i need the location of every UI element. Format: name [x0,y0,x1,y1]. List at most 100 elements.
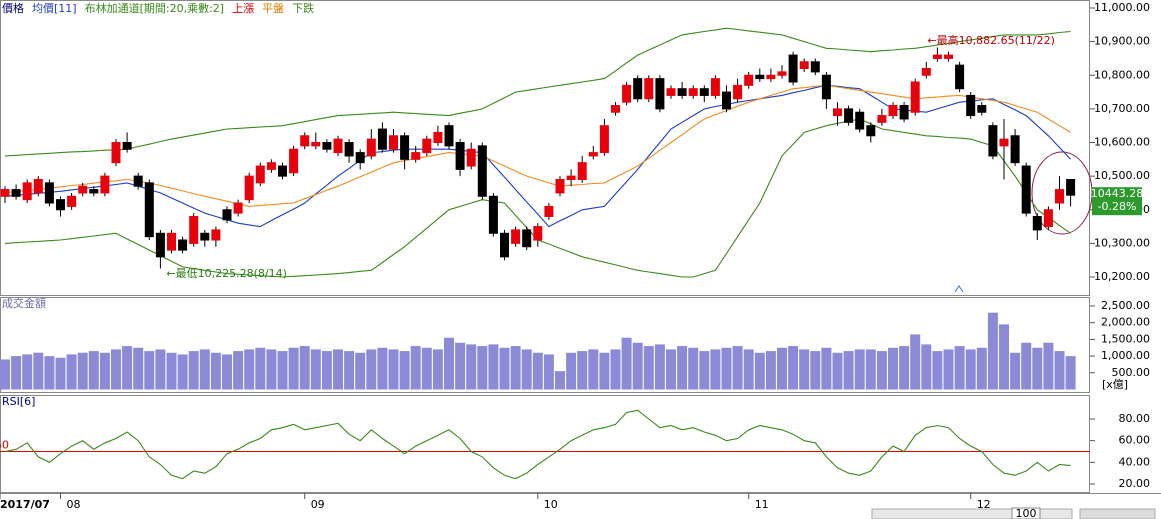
volume-bar [743,349,754,390]
volume-bar [488,344,499,390]
candle-body [278,165,287,177]
candle-body [633,78,643,100]
volume-bar [699,351,710,390]
candle-body [1010,135,1020,164]
candle-body [333,138,343,154]
candle-body [810,61,820,73]
volume-unit: [x億] [1102,378,1128,391]
candle-body [955,64,965,90]
volume-bar [521,349,532,390]
volume-bar [177,354,188,390]
y-tick-label: 1,000.00 [1101,349,1150,362]
candle-body [255,165,265,184]
candle-body [455,142,465,170]
candle-body [511,229,521,244]
volume-bar [377,347,388,390]
volume-bar [455,342,466,390]
candle-body [622,84,632,103]
y-tick-label: 11,000.00 [1094,1,1150,14]
volume-bar [55,357,66,390]
volume-bar [88,351,99,390]
volume-bar [532,352,543,390]
volume-bar [921,344,932,390]
reference-label: 50 [0,439,9,452]
zoom-box[interactable] [1011,507,1041,519]
candle-body [733,84,743,100]
x-tick-label: 09 [311,498,325,511]
volume-bar [843,351,854,390]
volume-bar [910,334,921,390]
volume-bar [721,347,732,390]
volume-bar [266,349,277,390]
volume-bar [22,354,33,390]
legend-item: 上漲 [232,2,254,15]
candle-body [311,142,321,147]
candle-body [910,81,920,113]
volume-bar [355,352,366,390]
volume-bar [277,351,288,390]
scrollbar[interactable] [871,508,1073,519]
candle-body [1043,209,1053,228]
volume-bar [888,347,898,390]
y-tick-label: 60.00 [1119,434,1151,447]
volume-bar [432,349,443,390]
candle-body [211,229,221,241]
candle-body [122,142,132,150]
volume-bar [321,351,332,390]
volume-bar [299,346,310,390]
candle-body [200,232,210,241]
candle-body [155,232,165,258]
volume-bar [987,312,998,390]
y-tick-label: 10,600.00 [1094,136,1150,149]
candle-body [777,71,787,76]
y-tick-label: 10,700.00 [1094,102,1150,115]
candle-body [266,162,276,170]
volume-bar [599,352,610,390]
volume-bar [643,346,654,390]
candle-body [355,152,365,164]
x-tick-label: 12 [977,498,991,511]
candle-body [289,148,299,174]
volume-bar [777,347,787,390]
candle-body [888,105,898,117]
scroll-controls[interactable]: 100 [871,507,1156,519]
volume-bar [632,342,643,390]
volume-bar [11,356,22,390]
candle-body [744,74,754,86]
candle-body [0,189,10,197]
volume-bar [965,349,976,390]
candle-body [488,195,498,234]
volume-bar [832,352,843,390]
candle-body [699,88,709,96]
candle-body [688,88,698,96]
candle-body [833,108,842,117]
x-tick-label: 2017/07 [0,498,50,511]
volume-bar [677,346,688,390]
volume-bar [810,351,821,390]
candle-body [533,226,543,241]
x-tick-label: 10 [544,498,558,511]
volume-bar [577,351,588,390]
candle-body [577,162,587,180]
marker [954,285,964,293]
volume-bar [399,351,410,390]
candle-body [877,115,887,123]
legend-item: 下跌 [292,1,314,15]
candle-body [22,182,32,201]
candle-body [1066,178,1076,196]
volume-bar [999,324,1009,390]
volume-bar [99,352,110,390]
legend-item: 均價[11] [32,1,77,15]
volume-bar [166,352,177,390]
volume-bar [799,349,810,390]
toolbar[interactable] [1079,508,1156,519]
volume-bar [233,351,244,390]
volume-bar [188,351,199,390]
y-tick-label: 10,200.00 [1094,270,1150,283]
candle-body [377,128,387,150]
y-tick-label: 1,500.00 [1101,332,1150,345]
rsi-title: RSI[6] [2,395,35,408]
candle-body [44,182,54,204]
volume-bar [932,351,943,390]
candle-body [644,78,654,100]
